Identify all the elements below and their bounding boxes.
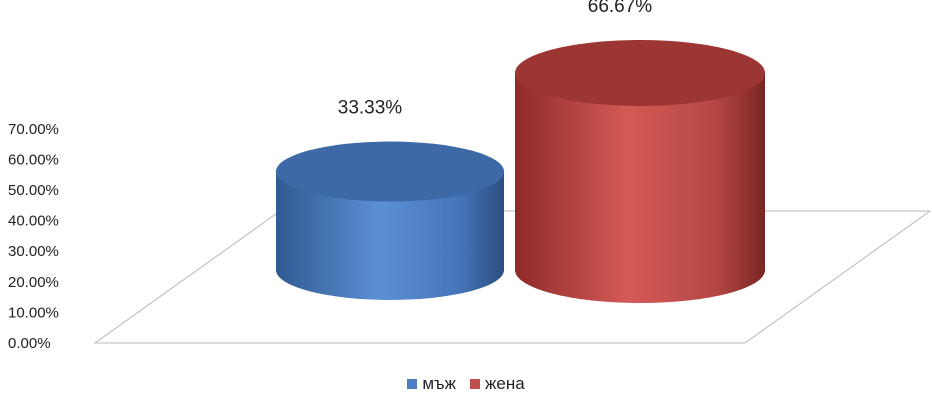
y-tick-label: 60.00% <box>8 151 59 168</box>
y-tick-label: 70.00% <box>8 121 59 138</box>
bar-top-women <box>515 40 765 106</box>
floor-plane <box>93 210 932 344</box>
bar-women <box>515 40 765 303</box>
y-tick-label: 40.00% <box>8 213 59 230</box>
y-tick-label: 30.00% <box>8 243 59 260</box>
chart: 0.00% 10.00% 20.00% 30.00% 40.00% 50.00% 60.00… <box>8 0 932 352</box>
y-tick-label: 50.00% <box>8 182 59 199</box>
data-label-men: 33.33% <box>338 98 403 119</box>
data-label-women: 66.67% <box>588 0 653 17</box>
bar-body-women <box>515 73 765 303</box>
bar-top-men <box>276 141 504 202</box>
data-labels: 33.33% 66.67% <box>338 0 653 119</box>
legend-item-women: жена <box>470 374 525 394</box>
legend-swatch-men <box>407 379 418 389</box>
y-tick-label: 10.00% <box>8 304 59 321</box>
legend-label-women: жена <box>485 374 525 393</box>
legend-item-men: мъж <box>407 374 456 394</box>
y-tick-label: 20.00% <box>8 274 59 291</box>
bar-men <box>276 141 504 300</box>
y-axis-ticks: 0.00% 10.00% 20.00% 30.00% 40.00% 50.00% 60.00… <box>8 121 59 352</box>
bar-body-men <box>276 171 504 300</box>
legend-label-men: мъж <box>422 374 456 393</box>
legend: мъж жена <box>0 373 932 395</box>
y-tick-label: 0.00% <box>8 335 51 352</box>
legend-swatch-women <box>470 379 480 389</box>
bars <box>276 40 765 303</box>
